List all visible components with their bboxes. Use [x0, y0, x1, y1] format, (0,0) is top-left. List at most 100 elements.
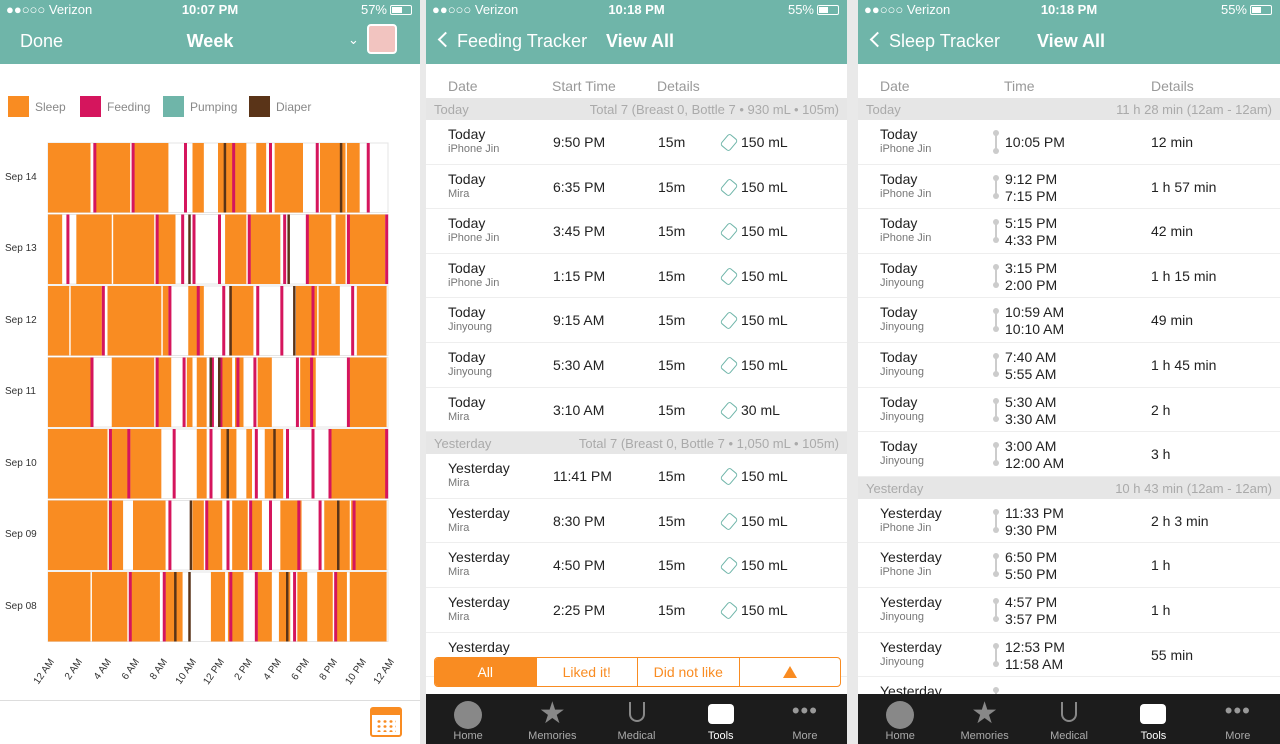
sleep-bar — [91, 572, 128, 642]
row-end-time: 6:50 PM — [1005, 549, 1058, 566]
bottle-icon — [719, 600, 739, 621]
feeding-mark — [205, 500, 209, 570]
diaper-mark — [337, 500, 340, 570]
filter-liked[interactable]: Liked it! — [537, 658, 638, 686]
feeding-mark — [247, 214, 251, 284]
feeding-row[interactable]: Yesterday Mira 8:30 PM 15m 150 mL — [426, 499, 847, 544]
filter-expand[interactable] — [740, 658, 841, 686]
sleep-row[interactable]: Today Jinyoung 10:59 AM 10:10 AM 49 min — [858, 298, 1280, 343]
section-header: Yesterday 10 h 43 min (12am - 12am) — [858, 476, 1280, 499]
calendar-button[interactable] — [370, 707, 402, 737]
row-date: Today — [448, 349, 486, 365]
time-range-connector — [993, 553, 999, 578]
sleep-row[interactable]: Yesterday iPhone Jin 11:33 PM 9:30 PM 2 h 3 … — [858, 499, 1280, 544]
sleep-bar — [48, 286, 70, 356]
view-all-button[interactable]: View All — [1037, 31, 1106, 51]
sleep-bar — [346, 143, 360, 213]
tab-memories[interactable]: ★ Memories — [942, 694, 1026, 744]
feeding-mark — [236, 357, 240, 427]
row-date: Today — [880, 393, 918, 410]
sleep-bar — [307, 214, 332, 284]
feeding-row[interactable]: Yesterday Mira 4:50 PM 15m 150 mL — [426, 543, 847, 588]
status-bar: ●●○○○ Verizon 10:18 PM 55% — [858, 0, 1280, 20]
feeding-mark — [269, 143, 272, 213]
avatar[interactable] — [367, 24, 397, 54]
row-amount-cell: 150 mL — [719, 600, 788, 621]
tab-memories[interactable]: ★ Memories — [510, 694, 594, 744]
feeding-row[interactable]: Today Mira 6:35 PM 15m 150 mL — [426, 165, 847, 210]
legend-item-sleep: Sleep — [8, 96, 66, 118]
back-button[interactable]: Sleep Tracker — [869, 31, 1000, 52]
diaper-mark — [209, 357, 212, 427]
row-date: Yesterday — [448, 460, 510, 477]
done-button[interactable]: Done — [20, 31, 64, 51]
sleep-row[interactable]: Today Jinyoung 3:00 AM 12:00 AM 3 h — [858, 432, 1280, 477]
sleep-row[interactable]: Today Jinyoung 7:40 AM 5:55 AM 1 h 45 min — [858, 343, 1280, 388]
time-tick-label: 8 AM — [148, 657, 171, 682]
tab-medical[interactable]: Medical — [594, 694, 678, 744]
sleep-row[interactable]: Today Jinyoung 3:15 PM 2:00 PM 1 h 15 min — [858, 254, 1280, 299]
row-duration: 15m — [658, 312, 686, 329]
feeding-row[interactable]: Today Jinyoung 9:15 AM 15m 150 mL — [426, 298, 847, 343]
feeding-row[interactable]: Yesterday Mira 11:41 PM 15m 150 mL — [426, 454, 847, 499]
tab-home[interactable]: Home — [426, 694, 510, 744]
row-caregiver: iPhone Jin — [880, 187, 932, 200]
sleep-row[interactable]: Today iPhone Jin 9:12 PM 7:15 PM 1 h 57 min — [858, 165, 1280, 210]
feeding-mark — [286, 429, 289, 499]
sleep-row[interactable]: Today iPhone Jin 5:15 PM 4:33 PM 42 min — [858, 209, 1280, 254]
row-amount: 150 mL — [741, 557, 788, 574]
row-duration: 1 h — [1151, 602, 1171, 618]
row-date: Yesterday — [448, 504, 510, 521]
feeding-mark — [311, 429, 315, 499]
sleep-bar — [196, 429, 207, 499]
back-button[interactable]: Feeding Tracker — [437, 31, 587, 52]
sleep-bar — [335, 572, 347, 642]
feeding-mark — [168, 286, 172, 356]
feeding-row[interactable]: Today iPhone Jin 1:15 PM 15m 150 mL — [426, 254, 847, 299]
row-duration: 1 h — [1151, 557, 1171, 574]
sleep-row[interactable]: Yesterday Jinyoung 4:57 PM 3:57 PM 1 h — [858, 588, 1280, 633]
feeding-mark — [346, 214, 350, 284]
row-end-time: 10:59 AM — [1005, 304, 1065, 321]
feeding-row[interactable]: Yesterday Mira 2:25 PM 15m 150 mL — [426, 588, 847, 633]
feeding-row[interactable]: Today Jinyoung 5:30 AM 15m 150 mL — [426, 343, 847, 388]
tab-more[interactable]: ••• More — [763, 694, 847, 744]
sleep-bar — [349, 572, 387, 642]
section-header: Today 11 h 28 min (12am - 12am) — [858, 98, 1280, 120]
feeding-row[interactable]: Today Mira 3:10 AM 15m 30 mL — [426, 388, 847, 433]
tab-more[interactable]: ••• More — [1196, 694, 1280, 744]
feeding-mark — [305, 214, 309, 284]
diaper-mark — [218, 357, 221, 427]
feeding-row[interactable]: Today iPhone Jin 9:50 PM 15m 150 mL — [426, 120, 847, 165]
chevron-down-icon[interactable]: ⌄ — [348, 32, 359, 47]
tab-medical[interactable]: Medical — [1027, 694, 1111, 744]
row-start-time: 8:30 PM — [553, 512, 606, 529]
sleep-bar — [110, 429, 129, 499]
row-duration: 15m — [658, 602, 686, 618]
row-amount: 150 mL — [741, 267, 788, 284]
feeding-mark — [210, 357, 214, 427]
header-details: Details — [1151, 78, 1194, 94]
bottle-icon — [719, 467, 739, 487]
sleep-row[interactable]: Yesterday Jinyoung 12:53 PM 11:58 AM 55 min — [858, 633, 1280, 678]
sleep-row[interactable]: Today iPhone Jin 10:05 PM 12 min — [858, 120, 1280, 165]
tab-home[interactable]: Home — [858, 694, 942, 744]
tab-tools[interactable]: Tools — [679, 694, 763, 744]
tab-label: Tools — [707, 730, 734, 742]
sleep-bar — [192, 143, 204, 213]
sleep-bar — [250, 500, 262, 570]
filter-did-not-like[interactable]: Did not like — [638, 658, 740, 686]
filter-all[interactable]: All — [435, 658, 537, 686]
row-date: Today — [880, 215, 918, 232]
sleep-row[interactable]: Yesterday iPhone Jin 6:50 PM 5:50 PM 1 h — [858, 543, 1280, 588]
tab-tools[interactable]: Tools — [1111, 694, 1195, 744]
sleep-bar — [278, 572, 291, 642]
section-summary: 10 h 43 min (12am - 12am) — [1115, 480, 1272, 496]
feeding-row[interactable]: Today iPhone Jin 3:45 PM 15m 150 mL — [426, 209, 847, 254]
view-all-button[interactable]: View All — [606, 31, 675, 51]
row-date: Today — [880, 438, 918, 455]
feeding-mark — [311, 286, 315, 356]
sleep-row[interactable]: Today Jinyoung 5:30 AM 3:30 AM 2 h — [858, 388, 1280, 433]
time-tick-label: 12 AM — [31, 657, 58, 687]
week-timeline-chart — [47, 142, 389, 642]
